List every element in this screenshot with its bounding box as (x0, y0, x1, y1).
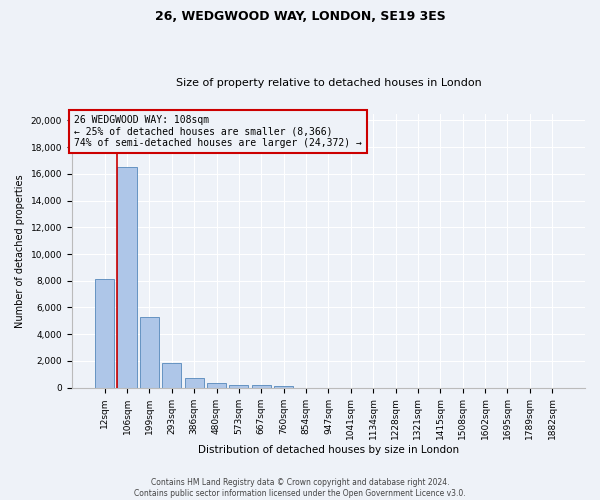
Bar (229, 385, 248, 388)
Text: 26 WEDGWOOD WAY: 108sqm
← 25% of detached houses are smaller (8,366)
74% of semi: 26 WEDGWOOD WAY: 108sqm ← 25% of detache… (74, 115, 362, 148)
Text: 26, WEDGWOOD WAY, LONDON, SE19 3ES: 26, WEDGWOOD WAY, LONDON, SE19 3ES (155, 10, 445, 23)
Bar (95, 280, 114, 388)
X-axis label: Distribution of detached houses by size in London: Distribution of detached houses by size … (198, 445, 459, 455)
Bar (274, 386, 293, 388)
Title: Size of property relative to detached houses in London: Size of property relative to detached ho… (176, 78, 481, 88)
Bar (185, 378, 203, 388)
Bar (118, 166, 137, 388)
Bar (162, 363, 181, 388)
Bar (252, 386, 271, 388)
Text: Contains HM Land Registry data © Crown copyright and database right 2024.
Contai: Contains HM Land Registry data © Crown c… (134, 478, 466, 498)
Y-axis label: Number of detached properties: Number of detached properties (15, 174, 25, 328)
Bar (140, 317, 159, 388)
Bar (207, 384, 226, 388)
